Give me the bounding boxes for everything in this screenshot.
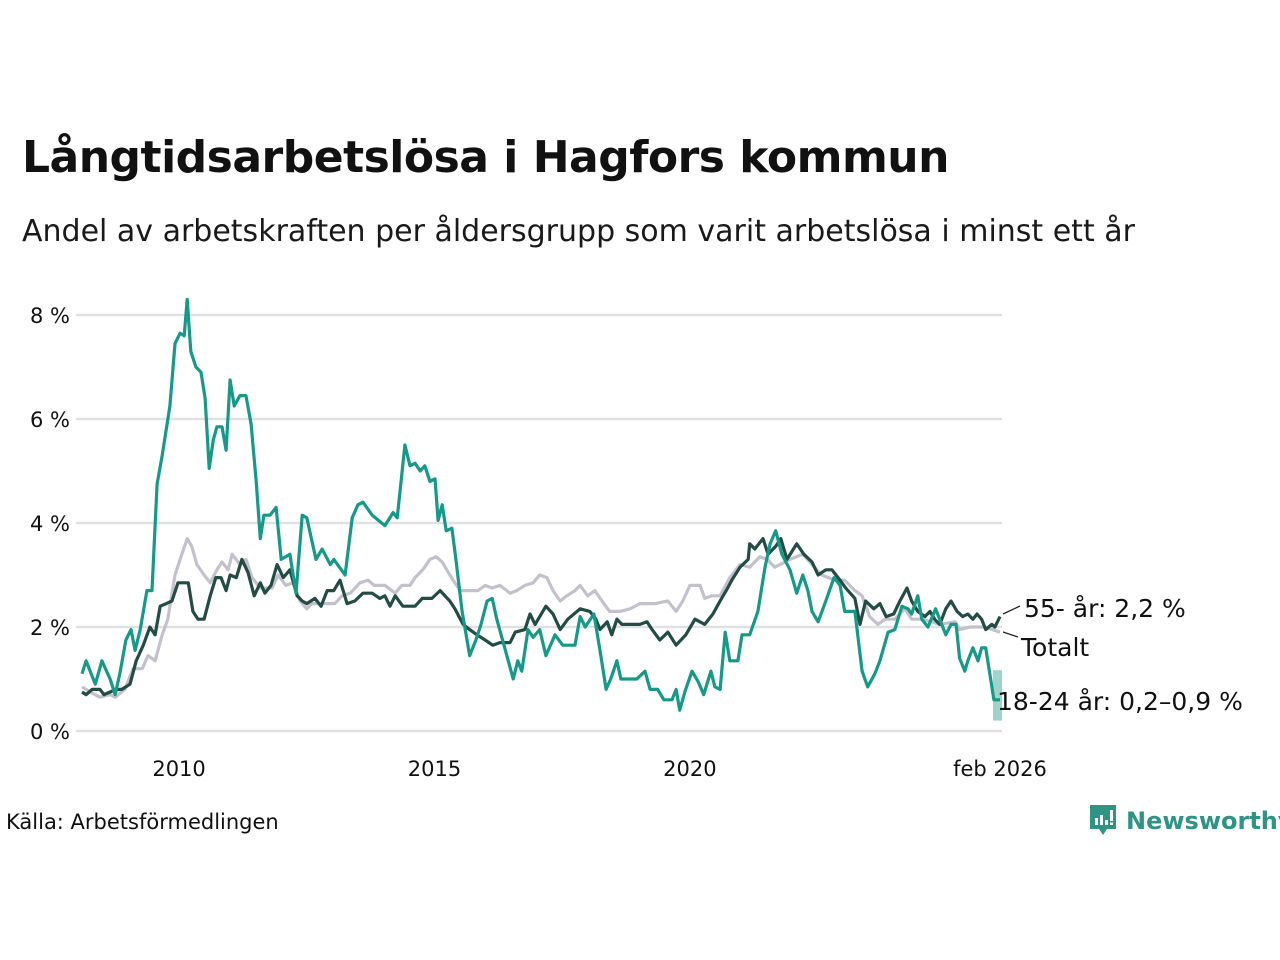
series-line-older bbox=[81, 537, 1002, 697]
y-axis-ticks: 0 % 2 % 4 % 6 % 8 % bbox=[30, 304, 70, 744]
newsworthy-logo-icon bbox=[1090, 805, 1116, 835]
series-line-youth bbox=[80, 297, 1000, 712]
y-tick-label: 2 % bbox=[30, 616, 70, 640]
newsworthy-logo[interactable]: Newsworthy bbox=[1088, 803, 1280, 839]
brand-name: Newsworthy bbox=[1126, 807, 1280, 835]
chart-subtitle: Andel av arbetskraften per åldersgrupp s… bbox=[22, 214, 1135, 249]
end-label-older: 55- år: 2,2 % bbox=[1024, 594, 1186, 623]
uncertainty-band bbox=[993, 670, 1002, 721]
series-lines bbox=[80, 297, 1002, 712]
leader-line bbox=[1002, 631, 1019, 638]
leader-line bbox=[1002, 605, 1021, 615]
end-labels: 55- år: 2,2 % Totalt 18-24 år: 0,2–0,9 % bbox=[997, 594, 1243, 716]
x-tick-label: feb 2026 bbox=[953, 757, 1047, 781]
gridlines bbox=[76, 313, 1002, 733]
x-tick-label: 2020 bbox=[663, 757, 716, 781]
y-tick-label: 6 % bbox=[30, 408, 70, 432]
youth-range-band bbox=[993, 670, 1002, 721]
x-tick-label: 2010 bbox=[152, 757, 205, 781]
end-label-total: Totalt bbox=[1020, 633, 1089, 662]
y-tick-label: 8 % bbox=[30, 304, 70, 328]
chart-title: Långtidsarbetslösa i Hagfors kommun bbox=[22, 132, 949, 183]
x-axis-ticks: 2010 2015 2020 feb 2026 bbox=[152, 757, 1047, 781]
y-tick-label: 4 % bbox=[30, 512, 70, 536]
source-note: Källa: Arbetsförmedlingen bbox=[6, 810, 279, 834]
end-label-youth: 18-24 år: 0,2–0,9 % bbox=[997, 687, 1243, 716]
y-tick-label: 0 % bbox=[30, 720, 70, 744]
x-tick-label: 2015 bbox=[408, 757, 461, 781]
